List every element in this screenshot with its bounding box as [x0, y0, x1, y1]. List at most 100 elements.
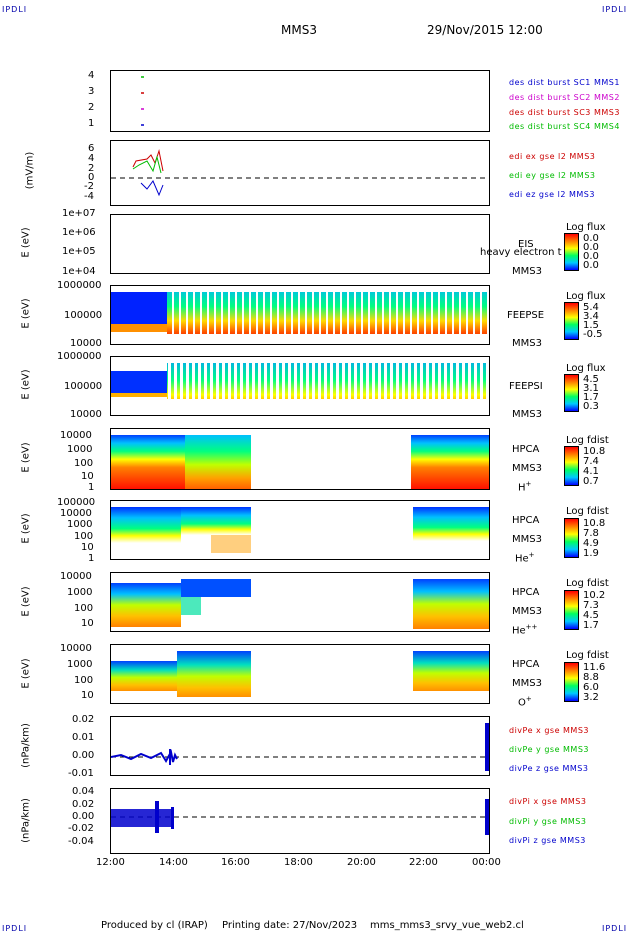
feepse-block-2: [111, 324, 167, 332]
p8-cb-title: Log fdist: [566, 578, 609, 589]
p2-tick-6: 6: [88, 143, 95, 154]
p10-tick-1: 0.02: [72, 714, 95, 725]
p8-name: HPCA: [512, 587, 540, 598]
p3-overlay: heavy electron to: [480, 247, 562, 258]
p3-tick-4: 1e+04: [62, 266, 96, 277]
p7-tick-3: 1000: [67, 519, 93, 530]
p1-legend-4: des dist burst SC4 MMS4: [509, 122, 620, 131]
x-tick-2000: 20:00: [347, 857, 376, 868]
edi-ey-line: [132, 155, 162, 174]
p6-colorbar: [564, 446, 579, 486]
x-tick-1400: 14:00: [159, 857, 188, 868]
p9-name2: MMS3: [512, 678, 542, 689]
p4-tick-2: 100000: [64, 310, 103, 321]
p6-name: HPCA: [512, 444, 540, 455]
p8-cb-3: 4.5: [583, 610, 599, 621]
feepsi-block-2: [111, 393, 167, 397]
p2-legend-2: edi ey gse l2 MMS3: [509, 171, 596, 180]
p9-cb-1: 11.6: [583, 662, 606, 673]
x-tick-1800: 18:00: [284, 857, 313, 868]
p1-tick-3: 3: [88, 86, 95, 97]
p7-tick-4: 100: [74, 531, 94, 542]
p8-colorbar: [564, 590, 579, 630]
p9-tick-4: 10: [81, 690, 94, 701]
hpca-heplus-panel: [110, 500, 490, 560]
p6-name2: MMS3: [512, 463, 542, 474]
edi-ez-line: [140, 180, 164, 197]
p5-cb-3: 1.7: [583, 392, 599, 403]
p7-cb-1: 10.8: [583, 518, 606, 529]
p3-cb-4: 0.0: [583, 260, 599, 271]
p3-cb-1: 0.0: [583, 233, 599, 244]
hplus-block-3: [411, 435, 489, 489]
divpi-panel: [110, 788, 490, 854]
p2-ylabel: (mV/m): [24, 151, 36, 190]
p5-colorbar: [564, 374, 579, 412]
divpe-z-burst-1: [169, 749, 171, 765]
p11-legend-1: divPi x gse MMS3: [509, 797, 587, 806]
edi-ex-line: [132, 149, 164, 172]
p9-species: O+: [518, 695, 532, 709]
p5-tick-1: 1000000: [57, 351, 102, 362]
p9-colorbar: [564, 662, 579, 702]
p10-tick-4: -0.01: [68, 768, 94, 779]
p6-tick-1: 10000: [60, 430, 92, 441]
corner-label-tl: IPDLI: [2, 5, 28, 14]
p10-legend-3: divPe z gse MMS3: [509, 764, 589, 773]
p7-cb-title: Log fdist: [566, 506, 609, 517]
p3-colorbar: [564, 233, 579, 271]
footer-printing: Printing date: 27/Nov/2023: [222, 920, 358, 931]
p7-cb-4: 1.9: [583, 548, 599, 559]
p3-name: EIS: [518, 239, 534, 250]
heplus-block-2: [181, 507, 251, 535]
hpca-hplus-panel: [110, 428, 490, 490]
p5-cb-2: 3.1: [583, 383, 599, 394]
p3-tick-3: 1e+05: [62, 246, 96, 257]
p4-name: FEEPSE: [507, 310, 545, 321]
p1-legend-3: des dist burst SC3 MMS3: [509, 108, 620, 117]
p9-cb-3: 6.0: [583, 682, 599, 693]
p6-tick-3: 100: [74, 458, 94, 469]
p10-legend-2: divPe y gse MMS3: [509, 745, 589, 754]
divpe-plot: [111, 723, 489, 771]
feepsi-block-3: [167, 363, 489, 399]
p5-name2: MMS3: [512, 409, 542, 420]
footer-file: mms_mms3_srvy_vue_web2.cl: [370, 920, 524, 931]
p7-tick-1: 100000: [57, 497, 96, 508]
p2-legend-3: edi ez gse l2 MMS3: [509, 190, 595, 199]
p5-ylabel: E (eV): [20, 369, 32, 400]
oplus-block-3: [413, 651, 489, 691]
heplusplus-block-3: [181, 597, 201, 615]
divpi-z-burst-3: [485, 799, 489, 835]
feepse-spectrogram: [111, 292, 489, 334]
p6-tick-2: 1000: [67, 444, 93, 455]
p9-name: HPCA: [512, 659, 540, 670]
heplus-block-1: [111, 507, 181, 543]
p2-tick-0: 0: [88, 172, 95, 183]
p7-tick-6: 1: [88, 553, 95, 564]
corner-label-tr: IPDLI: [602, 5, 628, 14]
p9-cb-4: 3.2: [583, 692, 599, 703]
eis-panel: [110, 214, 490, 274]
p7-tick-2: 10000: [60, 508, 92, 519]
p10-legend-1: divPe x gse MMS3: [509, 726, 589, 735]
p4-cb-2: 3.4: [583, 311, 599, 322]
oplus-block-2: [177, 651, 251, 697]
divpe-z-line: [111, 749, 178, 763]
p7-ylabel: E (eV): [20, 513, 32, 544]
p11-tick-2: 0.02: [72, 799, 95, 810]
p1-legend-1: des dist burst SC1 MMS1: [509, 78, 620, 87]
feepse-panel: [110, 285, 490, 345]
divpi-plot: [111, 799, 489, 835]
p6-cb-title: Log fdist: [566, 435, 609, 446]
hpca-oplus-panel: [110, 644, 490, 704]
hplus-block-1: [111, 435, 185, 489]
p11-ylabel: (nPa/km): [20, 798, 32, 843]
x-tick-1600: 16:00: [221, 857, 250, 868]
p6-cb-1: 10.8: [583, 446, 606, 457]
p7-tick-5: 10: [81, 542, 94, 553]
p4-cb-3: 1.5: [583, 320, 599, 331]
hpca-oplus-spectrogram: [111, 651, 489, 697]
x-tick-1200: 12:00: [96, 857, 125, 868]
p8-name2: MMS3: [512, 606, 542, 617]
